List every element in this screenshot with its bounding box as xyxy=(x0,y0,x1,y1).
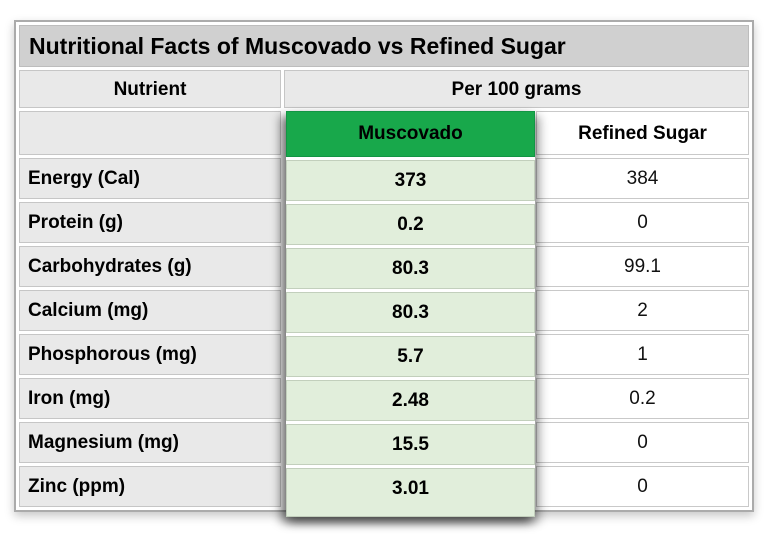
table-grid: Nutritional Facts of Muscovado vs Refine… xyxy=(19,25,749,507)
nutrient-label-cell: Protein (g) xyxy=(19,202,281,243)
muscovado-value-cell: 0.2 xyxy=(286,204,535,245)
nutrient-label-cell: Zinc (ppm) xyxy=(19,466,281,507)
muscovado-column: Muscovado 373 0.2 80.3 80.3 5.7 2.48 15.5 3.01 xyxy=(286,111,535,517)
refined-value-cell: 384 xyxy=(536,158,749,199)
muscovado-value-cell: 373 xyxy=(286,160,535,201)
refined-value-cell: 99.1 xyxy=(536,246,749,287)
refined-sugar-column-header: Refined Sugar xyxy=(536,111,749,155)
refined-value-cell: 0 xyxy=(536,422,749,463)
muscovado-value-cell: 5.7 xyxy=(286,336,535,377)
muscovado-value-cell: 80.3 xyxy=(286,292,535,333)
muscovado-column-header: Muscovado xyxy=(286,111,535,157)
nutrient-label-cell: Iron (mg) xyxy=(19,378,281,419)
per-100-grams-header: Per 100 grams xyxy=(284,70,749,108)
nutrient-label-cell: Phosphorous (mg) xyxy=(19,334,281,375)
refined-value-cell: 0 xyxy=(536,466,749,507)
muscovado-value-cell: 15.5 xyxy=(286,424,535,465)
refined-value-cell: 0 xyxy=(536,202,749,243)
nutrient-label-cell: Magnesium (mg) xyxy=(19,422,281,463)
empty-subheader-cell xyxy=(19,111,281,155)
nutrient-label-cell: Energy (Cal) xyxy=(19,158,281,199)
refined-value-cell: 2 xyxy=(536,290,749,331)
muscovado-value-cell: 3.01 xyxy=(286,468,535,517)
muscovado-value-cell: 80.3 xyxy=(286,248,535,289)
nutrient-column-header: Nutrient xyxy=(19,70,281,108)
nutrition-table: Nutritional Facts of Muscovado vs Refine… xyxy=(14,20,754,517)
nutrient-label-cell: Calcium (mg) xyxy=(19,290,281,331)
nutrient-label-cell: Carbohydrates (g) xyxy=(19,246,281,287)
refined-value-cell: 1 xyxy=(536,334,749,375)
muscovado-value-cell: 2.48 xyxy=(286,380,535,421)
table-title: Nutritional Facts of Muscovado vs Refine… xyxy=(19,25,749,67)
refined-value-cell: 0.2 xyxy=(536,378,749,419)
